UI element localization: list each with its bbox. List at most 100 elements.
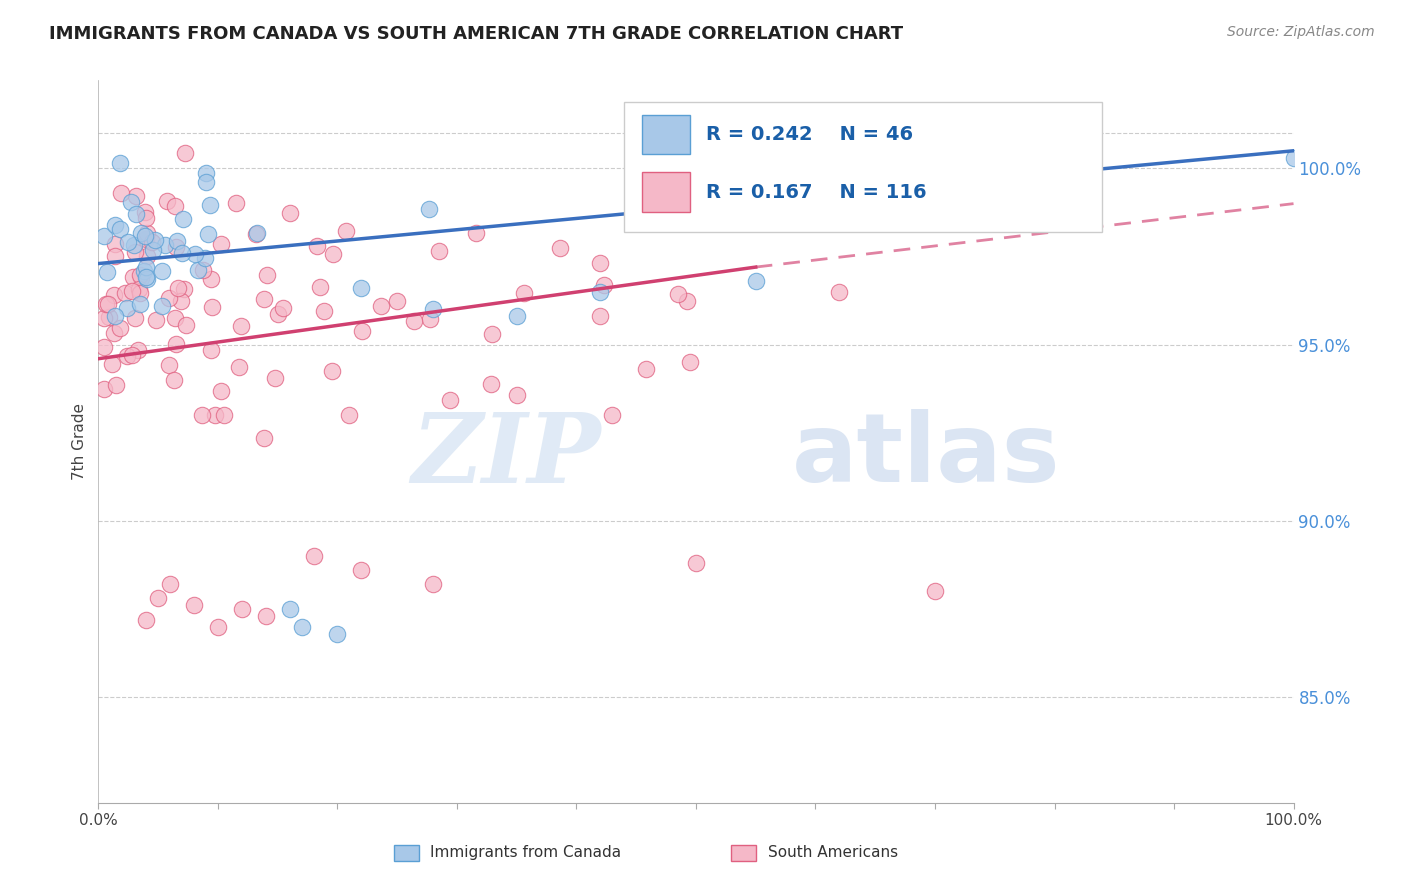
Point	[212, 408, 235, 422]
Point	[464, 226, 486, 240]
Point	[253, 431, 276, 445]
Point	[422, 577, 444, 591]
Point	[209, 236, 232, 251]
Point	[155, 237, 177, 252]
Point	[924, 584, 946, 599]
Point	[125, 207, 148, 221]
Point	[266, 307, 288, 321]
Point	[321, 364, 343, 378]
Point	[97, 297, 120, 311]
Point	[129, 268, 152, 282]
Point	[312, 303, 335, 318]
Point	[93, 340, 115, 354]
Point	[291, 619, 314, 633]
Point	[229, 319, 252, 334]
Point	[134, 232, 156, 246]
Point	[204, 408, 226, 422]
Point	[135, 260, 157, 275]
Point	[263, 371, 285, 385]
Point	[167, 281, 190, 295]
Point	[135, 211, 157, 226]
Y-axis label: 7th Grade: 7th Grade	[72, 403, 87, 480]
Point	[98, 310, 121, 324]
Point	[110, 186, 132, 200]
Point	[156, 194, 179, 208]
Point	[387, 293, 409, 308]
Point	[194, 251, 217, 265]
Point	[115, 301, 138, 316]
Point	[350, 563, 373, 577]
Point	[121, 348, 143, 362]
Point	[589, 256, 612, 270]
Point	[593, 277, 616, 292]
Point	[404, 314, 426, 328]
Point	[419, 312, 441, 326]
Point	[280, 205, 302, 219]
Point	[427, 244, 450, 259]
Point	[174, 318, 197, 333]
Point	[135, 269, 157, 284]
Point	[828, 285, 851, 299]
Text: R = 0.167    N = 116: R = 0.167 N = 116	[706, 183, 927, 202]
Point	[589, 285, 612, 299]
Point	[195, 166, 218, 180]
Point	[422, 302, 444, 317]
Point	[145, 313, 167, 327]
Point	[191, 408, 214, 422]
Point	[157, 291, 180, 305]
Point	[135, 271, 157, 285]
Point	[122, 270, 145, 285]
Point	[302, 549, 325, 563]
Point	[165, 311, 187, 326]
Point	[322, 246, 344, 260]
Point	[104, 249, 127, 263]
FancyBboxPatch shape	[624, 102, 1102, 232]
Point	[165, 239, 187, 253]
Point	[159, 577, 181, 591]
Point	[142, 243, 165, 257]
Point	[600, 408, 623, 422]
Point	[370, 299, 392, 313]
Point	[209, 384, 232, 399]
Point	[170, 293, 193, 308]
Point	[110, 321, 132, 335]
Point	[143, 234, 166, 248]
Point	[245, 227, 267, 241]
Point	[1282, 151, 1305, 165]
Point	[96, 297, 118, 311]
Point	[201, 300, 224, 314]
Point	[165, 199, 187, 213]
Point	[121, 285, 143, 299]
Point	[148, 591, 170, 606]
Point	[513, 286, 536, 301]
Point	[172, 211, 194, 226]
Point	[103, 326, 125, 340]
Point	[96, 264, 118, 278]
Point	[141, 235, 163, 250]
Point	[124, 189, 146, 203]
Point	[104, 237, 127, 252]
Point	[108, 155, 131, 169]
Point	[150, 299, 173, 313]
Point	[136, 250, 159, 264]
Point	[163, 373, 186, 387]
Point	[184, 247, 207, 261]
Point	[194, 176, 217, 190]
Point	[200, 272, 222, 286]
Point	[685, 556, 707, 570]
Point	[679, 355, 702, 369]
Point	[675, 293, 697, 308]
FancyBboxPatch shape	[643, 114, 690, 154]
Point	[252, 292, 274, 306]
Point	[134, 205, 156, 219]
Point	[197, 227, 219, 241]
Point	[481, 326, 503, 341]
Point	[93, 382, 115, 396]
Text: Source: ZipAtlas.com: Source: ZipAtlas.com	[1227, 25, 1375, 39]
Point	[173, 146, 195, 161]
Point	[128, 282, 150, 296]
Point	[93, 311, 115, 326]
Point	[135, 613, 157, 627]
Text: IMMIGRANTS FROM CANADA VS SOUTH AMERICAN 7TH GRADE CORRELATION CHART: IMMIGRANTS FROM CANADA VS SOUTH AMERICAN…	[49, 25, 903, 43]
Point	[134, 264, 156, 278]
